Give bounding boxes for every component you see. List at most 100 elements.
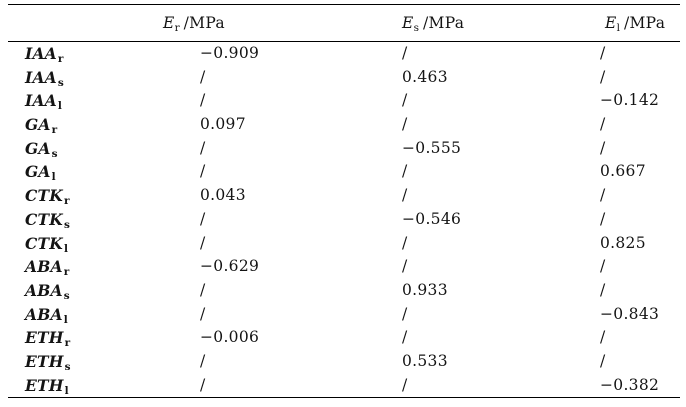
row-label: CTKr	[25, 184, 70, 214]
row-label: GAl	[25, 160, 56, 190]
row-label-subscript: l	[51, 171, 56, 184]
value-cell-er: /	[200, 280, 206, 299]
value-cell-er: /	[200, 209, 206, 228]
row-label-text: ETH	[25, 328, 64, 348]
row-label-text: GA	[25, 162, 51, 182]
header-cell-es: Es/MPa	[402, 5, 464, 46]
row-label-subscript: s	[64, 360, 71, 373]
value-cell-es: /	[402, 304, 408, 323]
row-label-subscript: s	[63, 289, 70, 302]
value-cell-es: /	[402, 257, 408, 276]
header-subscript: r	[174, 22, 180, 34]
value-cell-es: /	[402, 115, 408, 134]
value-cell-er: /	[200, 375, 206, 394]
row-label-subscript: l	[57, 100, 62, 113]
row-label-subscript: s	[51, 147, 58, 160]
value-cell-es: /	[402, 328, 408, 347]
row-label-text: ABA	[25, 280, 63, 300]
header-cell-el: El/MPa	[605, 5, 665, 46]
value-cell-er: /	[200, 304, 206, 323]
value-cell-er: /	[200, 67, 206, 86]
table-row: CTKl / / 0.825	[8, 232, 680, 256]
row-label-subscript: s	[63, 218, 70, 231]
row-label: ABAs	[25, 279, 70, 309]
value-cell-er: 0.097	[200, 115, 246, 134]
table-row: IAAs / 0.463 /	[8, 66, 680, 90]
table-row: IAAr −0.909 / /	[8, 42, 680, 66]
value-cell-el: 0.667	[600, 162, 646, 181]
row-label-text: CTK	[25, 233, 63, 253]
table-row: GAl / / 0.667	[8, 160, 680, 184]
header-cell-er: Er/MPa	[163, 5, 225, 46]
value-cell-es: /	[402, 44, 408, 62]
row-label: IAAr	[25, 42, 63, 72]
table-row: ETHr −0.006 / /	[8, 326, 680, 350]
row-label-subscript: r	[63, 195, 70, 208]
row-label-subscript: r	[57, 53, 64, 65]
header-unit: /MPa	[183, 14, 225, 32]
table-row: ABAs / 0.933 /	[8, 279, 680, 303]
row-label-subscript: l	[63, 313, 68, 326]
value-cell-el: /	[600, 67, 606, 86]
row-label-text: CTK	[25, 186, 63, 206]
row-label-text: ETH	[25, 375, 64, 395]
value-cell-el: −0.142	[600, 91, 660, 110]
value-cell-el: /	[600, 351, 606, 370]
value-cell-es: /	[402, 375, 408, 394]
row-label-text: IAA	[25, 91, 57, 111]
value-cell-el: /	[600, 44, 606, 62]
header-symbol: E	[605, 14, 617, 32]
row-label: GAs	[25, 137, 58, 167]
value-cell-es: /	[402, 233, 408, 252]
row-label: IAAs	[25, 66, 64, 96]
row-label-subscript: l	[63, 242, 68, 255]
header-subscript: s	[413, 22, 420, 34]
table-body: IAAr −0.909 / / IAAs / 0.463 / IAAl / / …	[8, 42, 680, 399]
value-cell-er: −0.006	[200, 328, 260, 347]
header-unit: /MPa	[623, 14, 666, 32]
row-label: ABAr	[25, 255, 69, 285]
value-cell-es: /	[402, 186, 408, 205]
row-label: ABAl	[25, 303, 68, 333]
correlation-table: Er/MPa Es/MPa El/MPa IAAr −0.909 / / IAA…	[8, 4, 680, 399]
table-header-row: Er/MPa Es/MPa El/MPa	[8, 4, 680, 42]
row-label-subscript: l	[64, 384, 69, 397]
row-label: CTKl	[25, 232, 68, 262]
table-row: ABAr −0.629 / /	[8, 255, 680, 279]
row-label-subscript: r	[63, 266, 70, 279]
value-cell-er: /	[200, 138, 206, 157]
value-cell-er: /	[200, 351, 206, 370]
row-label-text: ABA	[25, 257, 63, 277]
row-label: ETHl	[25, 374, 69, 404]
row-label-subscript: r	[64, 337, 71, 350]
value-cell-es: 0.533	[402, 351, 448, 370]
row-label-subscript: r	[51, 124, 58, 137]
value-cell-el: /	[600, 280, 606, 299]
table-row: ETHs / 0.533 /	[8, 350, 680, 374]
row-label-text: IAA	[25, 44, 57, 63]
row-label-text: ETH	[25, 351, 64, 371]
value-cell-es: /	[402, 162, 408, 181]
row-label: IAAl	[25, 89, 62, 119]
header-subscript: l	[616, 22, 620, 34]
value-cell-er: /	[200, 91, 206, 110]
row-label: ETHr	[25, 326, 70, 356]
value-cell-el: /	[600, 115, 606, 134]
table-row: ABAl / / −0.843	[8, 303, 680, 327]
value-cell-el: −0.382	[600, 375, 660, 394]
table-row: CTKs / −0.546 /	[8, 208, 680, 232]
value-cell-er: /	[200, 162, 206, 181]
table-row: IAAl / / −0.142	[8, 89, 680, 113]
value-cell-es: −0.555	[402, 138, 462, 157]
value-cell-er: /	[200, 233, 206, 252]
row-label: CTKs	[25, 208, 70, 238]
table-row: GAs / −0.555 /	[8, 137, 680, 161]
value-cell-el: 0.825	[600, 233, 646, 252]
row-label-text: CTK	[25, 209, 63, 229]
row-label-text: IAA	[25, 67, 57, 87]
table-row: GAr 0.097 / /	[8, 113, 680, 137]
header-symbol: E	[163, 14, 175, 32]
row-label-text: ABA	[25, 304, 63, 324]
header-unit: /MPa	[423, 14, 465, 32]
